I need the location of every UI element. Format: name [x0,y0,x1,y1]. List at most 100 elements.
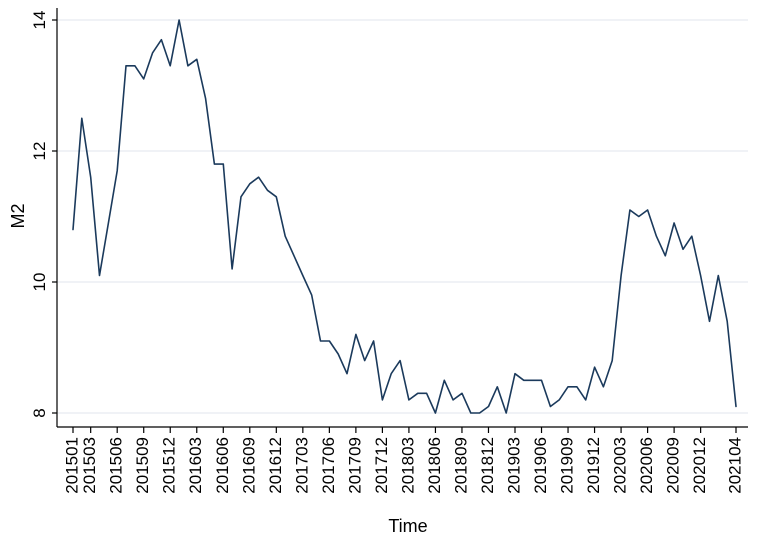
data-point [364,359,366,361]
data-point [443,379,445,381]
data-point [540,379,542,381]
data-point [310,294,312,296]
data-point [523,379,525,381]
data-point [664,255,666,257]
data-point [708,320,710,322]
series-line-m2 [72,19,737,414]
x-tick-label: 201712 [372,437,391,494]
y-tick-label: 12 [30,142,49,161]
data-point [116,169,118,171]
data-point [319,340,321,342]
data-point [399,359,401,361]
data-point [204,97,206,99]
data-point [81,117,83,119]
data-point [452,399,454,401]
y-tick-label: 8 [30,408,49,417]
data-point [717,274,719,276]
data-point [151,52,153,54]
x-tick-label: 201606 [213,437,232,494]
y-tick-label: 14 [30,11,49,30]
data-point [187,65,189,67]
data-point [160,38,162,40]
x-tick-label: 201506 [107,437,126,494]
data-point [231,268,233,270]
data-point [372,340,374,342]
data-point [355,333,357,335]
data-point [284,235,286,237]
data-point [699,274,701,276]
data-point [249,183,251,185]
data-point [470,412,472,414]
data-point [620,274,622,276]
x-tick-label: 201501 [62,437,81,494]
data-point [593,366,595,368]
data-point [505,412,507,414]
x-tick-label: 201806 [425,437,444,494]
x-tick-label: 201706 [319,437,338,494]
data-point [602,386,604,388]
series-layer [72,19,737,414]
data-point [178,19,180,21]
data-point [496,386,498,388]
data-point [682,248,684,250]
x-tick-label: 201903 [504,437,523,494]
data-point [98,274,100,276]
data-point [257,176,259,178]
data-point [425,392,427,394]
data-point [143,78,145,80]
data-point [89,176,91,178]
data-point [381,399,383,401]
x-tick-label: 201612 [266,437,285,494]
data-point [222,163,224,165]
grid-layer [57,19,748,414]
data-point [611,359,613,361]
data-point [408,399,410,401]
y-tick-label: 10 [30,273,49,292]
data-point [346,373,348,375]
data-point [638,215,640,217]
data-point [646,209,648,211]
data-point [531,379,533,381]
data-point [417,392,419,394]
data-point [169,65,171,67]
data-point [328,340,330,342]
x-tick-label: 201503 [80,437,99,494]
x-tick-label: 201906 [531,437,550,494]
x-tick-label: 201703 [292,437,311,494]
y-axis-title: M2 [8,203,28,228]
data-point [567,386,569,388]
data-point [107,222,109,224]
data-point [735,405,737,407]
data-point [487,405,489,407]
data-point [629,209,631,211]
data-point [558,399,560,401]
data-point [266,189,268,191]
data-point [72,228,74,230]
data-point [434,412,436,414]
data-point [390,373,392,375]
data-point [576,386,578,388]
data-point [134,65,136,67]
data-point [726,320,728,322]
x-tick-label: 202012 [690,437,709,494]
data-point [691,235,693,237]
x-tick-label: 201709 [345,437,364,494]
data-point [585,399,587,401]
x-tick-label: 201603 [186,437,205,494]
x-axis-title: Time [388,516,427,536]
data-point [337,353,339,355]
x-tick-label: 202003 [611,437,630,494]
x-tick-label: 201909 [558,437,577,494]
data-point [673,222,675,224]
data-point [461,392,463,394]
data-point [196,58,198,60]
x-tick-label: 201609 [239,437,258,494]
x-tick-label: 201509 [133,437,152,494]
x-tick-label: 202009 [664,437,683,494]
data-point [514,373,516,375]
data-point [240,196,242,198]
